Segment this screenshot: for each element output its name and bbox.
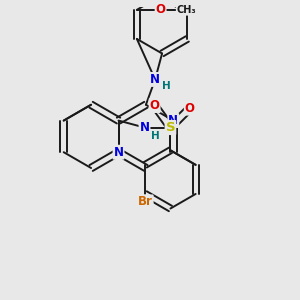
Text: N: N [150, 73, 160, 86]
Text: S: S [166, 121, 175, 134]
Text: CH₃: CH₃ [177, 5, 196, 15]
Text: Br: Br [138, 195, 153, 208]
Text: H: H [151, 131, 159, 141]
Text: O: O [150, 99, 160, 112]
Text: O: O [156, 3, 166, 16]
Text: N: N [113, 146, 124, 159]
Text: N: N [168, 114, 178, 127]
Text: N: N [140, 121, 149, 134]
Text: H: H [162, 81, 171, 91]
Text: O: O [185, 102, 195, 115]
